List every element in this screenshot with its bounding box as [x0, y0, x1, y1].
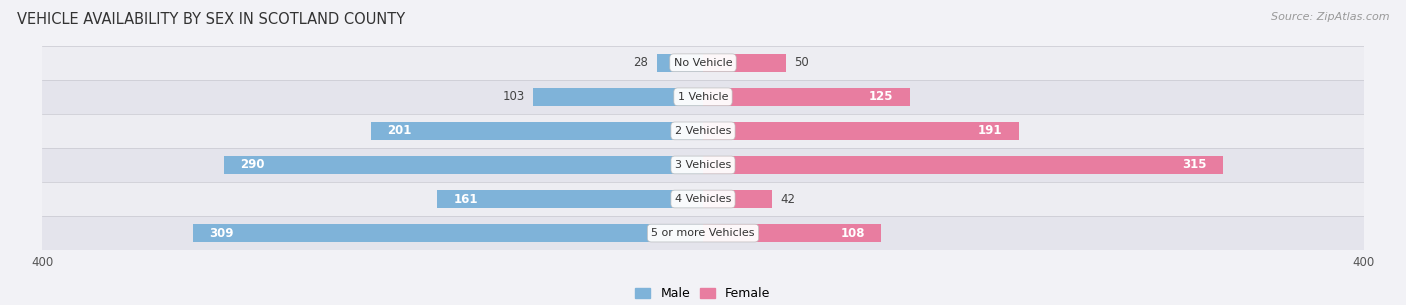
Bar: [42, 216, 1364, 250]
Text: 4 Vehicles: 4 Vehicles: [675, 194, 731, 204]
Bar: [657, 54, 703, 72]
Text: 290: 290: [240, 159, 264, 171]
Text: Source: ZipAtlas.com: Source: ZipAtlas.com: [1271, 12, 1389, 22]
Text: 108: 108: [841, 227, 865, 239]
Bar: [371, 122, 703, 140]
Text: VEHICLE AVAILABILITY BY SEX IN SCOTLAND COUNTY: VEHICLE AVAILABILITY BY SEX IN SCOTLAND …: [17, 12, 405, 27]
Text: 161: 161: [454, 192, 478, 206]
Bar: [42, 182, 1364, 216]
Text: No Vehicle: No Vehicle: [673, 58, 733, 68]
Text: 50: 50: [794, 56, 808, 69]
Bar: [193, 224, 703, 242]
Bar: [42, 46, 1364, 80]
Bar: [437, 190, 703, 208]
Bar: [703, 88, 910, 106]
Text: 42: 42: [780, 192, 796, 206]
Bar: [42, 148, 1364, 182]
Bar: [703, 54, 786, 72]
Text: 1 Vehicle: 1 Vehicle: [678, 92, 728, 102]
Bar: [703, 156, 1223, 174]
Text: 191: 191: [977, 124, 1002, 137]
Bar: [42, 114, 1364, 148]
Legend: Male, Female: Male, Female: [630, 282, 776, 305]
Text: 103: 103: [502, 90, 524, 103]
Text: 3 Vehicles: 3 Vehicles: [675, 160, 731, 170]
Text: 5 or more Vehicles: 5 or more Vehicles: [651, 228, 755, 238]
Bar: [703, 122, 1018, 140]
Bar: [703, 224, 882, 242]
Text: 201: 201: [388, 124, 412, 137]
Text: 28: 28: [634, 56, 648, 69]
Text: 125: 125: [869, 90, 893, 103]
Bar: [42, 80, 1364, 114]
Bar: [703, 190, 772, 208]
Text: 2 Vehicles: 2 Vehicles: [675, 126, 731, 136]
Text: 309: 309: [209, 227, 233, 239]
Bar: [533, 88, 703, 106]
Bar: [224, 156, 703, 174]
Text: 315: 315: [1182, 159, 1206, 171]
